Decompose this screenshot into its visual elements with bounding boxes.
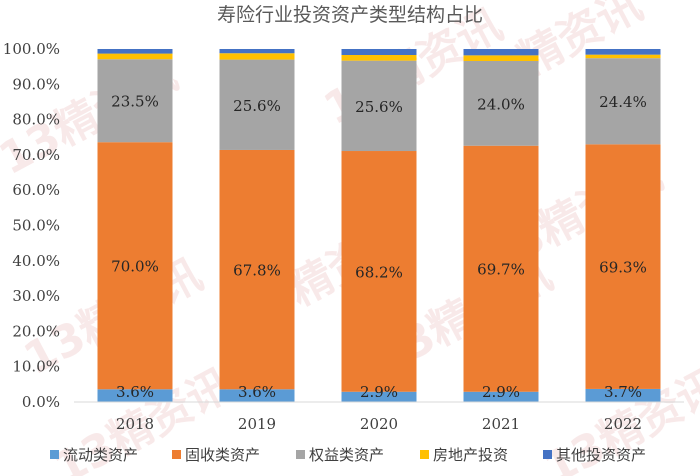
bar-segment [341,55,417,61]
data-label: 3.7% [604,383,642,401]
bar-segment [97,142,173,390]
bar-segment [219,49,295,54]
y-tick-label: 50.0% [12,217,60,235]
bar-segment [219,149,295,390]
bar-segment [97,59,173,143]
bar-segment [463,145,539,392]
data-label: 69.3% [599,259,647,277]
bar-segment [97,389,173,402]
legend-swatch [296,450,305,459]
y-axis: 0.0% 10.0% 20.0% 30.0% 40.0% 50.0% 60.0% 70.0% 8… [3,40,60,411]
x-tick-label: 2018 [116,415,154,433]
legend: 流动类资产 固收类资产 权益类资产 房地产投资 其他投资资产 [50,446,646,464]
y-tick-label: 0.0% [22,393,60,411]
y-tick-label: 20.0% [12,322,60,340]
data-label: 2.9% [360,383,398,401]
x-tick-label: 2019 [238,415,276,433]
data-label: 23.5% [111,93,159,111]
bar-segment [341,60,417,152]
legend-swatch [420,450,429,459]
y-tick-label: 10.0% [12,358,60,376]
bar-segment [341,151,417,392]
x-axis: 2018 2019 2020 2021 2022 [116,415,642,433]
x-tick-label: 2021 [482,415,520,433]
bar-segment [585,54,661,59]
y-tick-label: 90.0% [12,75,60,93]
data-label: 3.6% [116,383,154,401]
x-tick-label: 2020 [360,415,398,433]
data-label: 69.7% [477,261,525,279]
bar-segment [341,391,417,402]
data-label: 25.6% [233,97,281,115]
data-label: 2.9% [482,383,520,401]
y-tick-label: 70.0% [12,146,60,164]
legend-label: 流动类资产 [63,446,138,464]
y-tick-label: 30.0% [12,287,60,305]
bar-segment [585,49,661,55]
bar-segment [585,388,661,402]
legend-label: 房地产投资 [433,446,508,464]
legend-label: 其他投资资产 [556,446,646,464]
bar-segment [585,58,661,145]
data-labels-layer: 3.6% 70.0% 23.5% 3.6% 67.8% 25.6% 2.9% 68.2% 25.… [111,93,647,401]
legend-swatch [543,450,552,459]
y-tick-label: 60.0% [12,181,60,199]
bar-segment [219,59,295,150]
bar-segment [463,61,539,146]
bar-segment [463,391,539,402]
data-label: 3.6% [238,383,276,401]
legend-swatch [172,450,181,459]
bar-segment [97,53,173,60]
bar-segment [97,49,173,54]
bars-layer [97,49,661,402]
legend-label: 权益类资产 [309,446,384,464]
data-label: 24.4% [599,93,647,111]
data-label: 24.0% [477,95,525,113]
data-label: 25.6% [355,98,403,116]
legend-label: 固收类资产 [185,446,260,464]
data-label: 68.2% [355,263,403,281]
data-label: 70.0% [111,258,159,276]
y-tick-label: 80.0% [12,111,60,129]
legend-swatch [50,450,59,459]
bar-segment [463,55,539,62]
bar-segment [219,53,295,60]
chart-title: 寿险行业投资资产类型结构占比 [217,4,483,26]
bar-segment [463,49,539,56]
bar-segment [341,49,417,56]
bar-segment [585,144,661,389]
y-tick-label: 40.0% [12,252,60,270]
bar-segment [219,389,295,402]
x-tick-label: 2022 [604,415,642,433]
data-label: 67.8% [233,262,281,280]
y-tick-label: 100.0% [3,40,60,58]
